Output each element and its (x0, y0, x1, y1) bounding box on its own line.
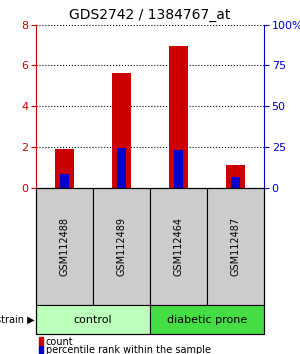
Text: count: count (46, 337, 73, 347)
Bar (36, 305, 150, 334)
Bar (60, 174, 69, 188)
Text: GSM112489: GSM112489 (116, 217, 127, 276)
Bar (226, 165, 245, 188)
Text: GSM112488: GSM112488 (59, 217, 70, 276)
Text: diabetic prone: diabetic prone (167, 314, 247, 325)
Bar (36, 188, 93, 305)
Text: percentile rank within the sample: percentile rank within the sample (46, 345, 211, 354)
Bar (169, 46, 188, 188)
Text: GSM112487: GSM112487 (230, 217, 241, 276)
Text: strain ▶: strain ▶ (0, 314, 35, 325)
Bar (93, 188, 150, 305)
Bar (231, 177, 240, 188)
Bar (117, 148, 126, 188)
Text: control: control (74, 314, 112, 325)
Bar (150, 305, 264, 334)
Text: GSM112464: GSM112464 (173, 217, 184, 276)
Bar (150, 188, 207, 305)
Bar (207, 188, 264, 305)
Bar (112, 73, 131, 188)
Bar (39, 346, 44, 354)
Title: GDS2742 / 1384767_at: GDS2742 / 1384767_at (69, 8, 231, 22)
Bar (55, 149, 74, 188)
Bar (174, 150, 183, 188)
Bar (39, 337, 44, 346)
